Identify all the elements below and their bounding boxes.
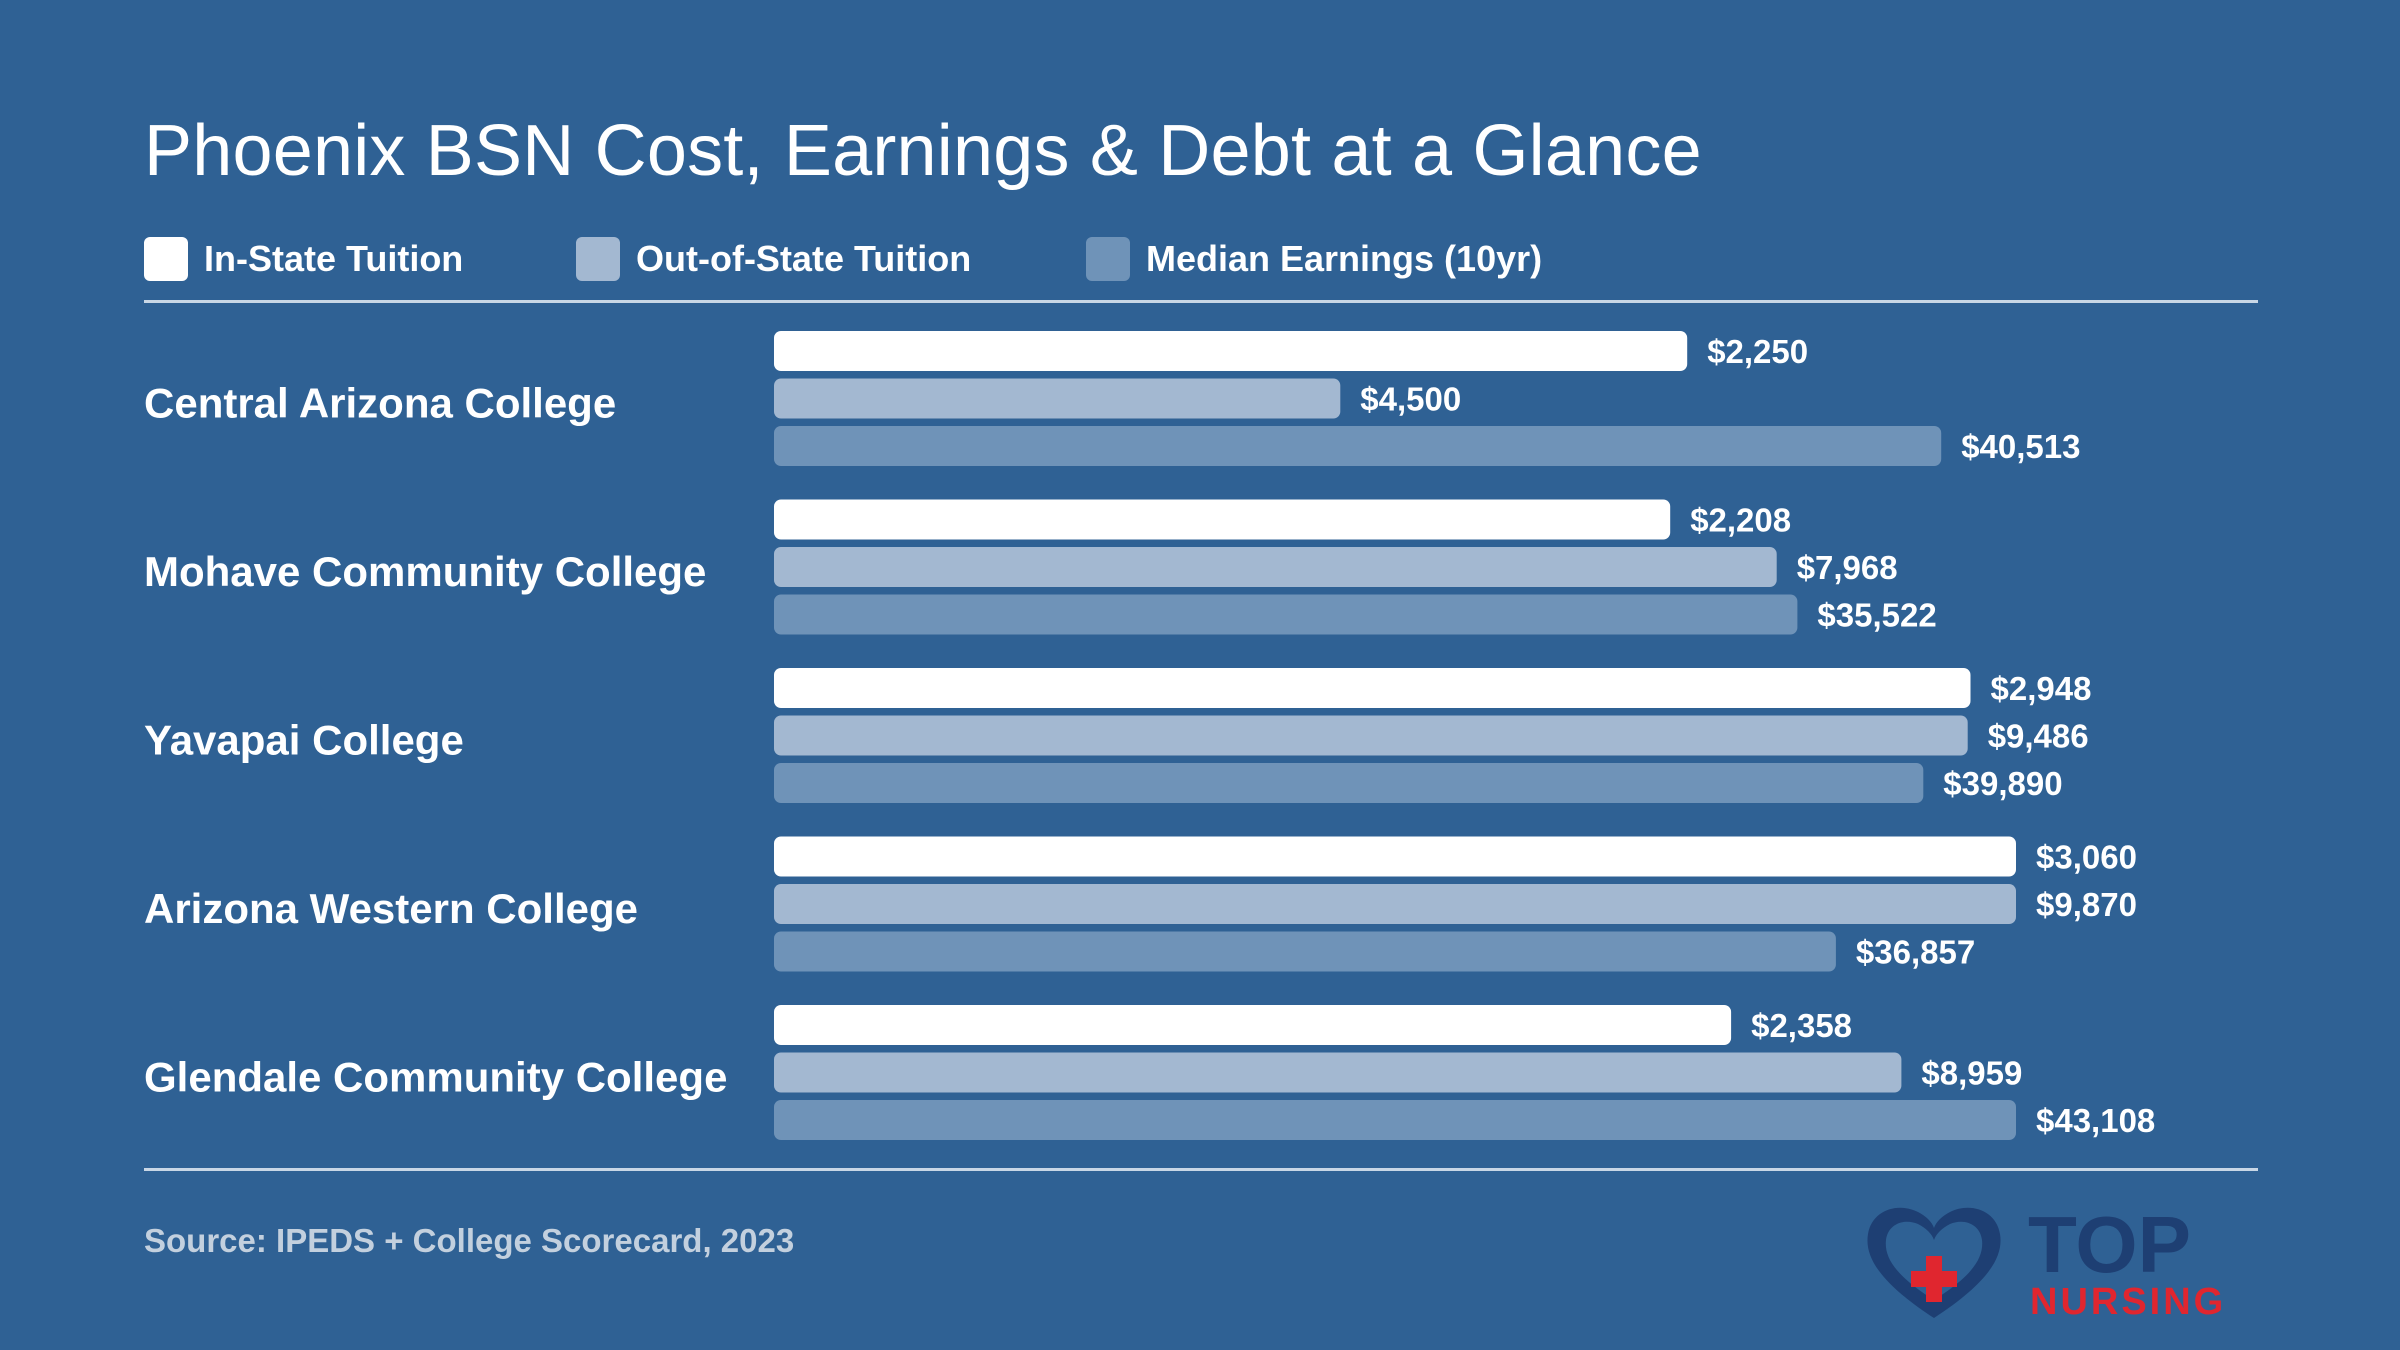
bar-central-arizona-college-out-of-state-tuition [774, 378, 1341, 419]
legend-item-in-state: In-State Tuition [144, 234, 463, 284]
category-label-yavapai-college: Yavapai College [144, 716, 464, 763]
value-label-glendale-community-college-in-state-tuition: $2,358 [1751, 1007, 1852, 1044]
bar-mohave-community-college-out-of-state-tuition [774, 547, 1777, 587]
chart-title: Phoenix BSN Cost, Earnings & Debt at a G… [144, 111, 1702, 191]
legend-item-median-earnings: Median Earnings (10yr) [1086, 234, 1542, 284]
logo-text-bottom: NURSING [2030, 1281, 2226, 1320]
legend-swatch-median-earnings [1086, 237, 1130, 281]
value-label-yavapai-college-out-of-state-tuition: $9,486 [1988, 718, 2089, 755]
category-label-mohave-community-college: Mohave Community College [144, 548, 706, 595]
value-label-yavapai-college-in-state-tuition: $2,948 [1991, 670, 2092, 707]
legend-swatch-out-of-state [576, 237, 620, 281]
bar-arizona-western-college-out-of-state-tuition [774, 884, 2016, 924]
value-label-mohave-community-college-in-state-tuition: $2,208 [1690, 502, 1791, 539]
value-label-arizona-western-college-in-state-tuition: $3,060 [2036, 839, 2137, 876]
bar-mohave-community-college-in-state-tuition [774, 499, 1671, 540]
logo-text-top: TOP [2028, 1200, 2191, 1289]
value-label-central-arizona-college-median-earnings-10yr: $40,513 [1961, 428, 2080, 465]
bar-central-arizona-college-median-earnings-10yr [774, 426, 1942, 466]
legend: In-State Tuition Out-of-State Tuition Me… [144, 234, 1844, 284]
bar-mohave-community-college-median-earnings-10yr [774, 594, 1798, 635]
value-label-central-arizona-college-out-of-state-tuition: $4,500 [1360, 381, 1461, 418]
category-label-central-arizona-college: Central Arizona College [144, 379, 616, 426]
legend-swatch-in-state [144, 237, 188, 281]
value-label-arizona-western-college-median-earnings-10yr: $36,857 [1856, 934, 1975, 971]
plus-icon [1911, 1256, 1957, 1302]
bar-glendale-community-college-median-earnings-10yr [774, 1100, 2016, 1140]
value-label-arizona-western-college-out-of-state-tuition: $9,870 [2036, 886, 2137, 923]
value-label-yavapai-college-median-earnings-10yr: $39,890 [1943, 765, 2062, 802]
bar-yavapai-college-in-state-tuition [774, 668, 1971, 708]
legend-label-in-state: In-State Tuition [204, 238, 464, 279]
value-label-central-arizona-college-in-state-tuition: $2,250 [1707, 333, 1808, 370]
value-label-mohave-community-college-out-of-state-tuition: $7,968 [1797, 549, 1898, 586]
bar-yavapai-college-out-of-state-tuition [774, 715, 1968, 756]
legend-label-out-of-state: Out-of-State Tuition [636, 238, 972, 279]
category-label-glendale-community-college: Glendale Community College [144, 1053, 727, 1100]
bar-glendale-community-college-in-state-tuition [774, 1005, 1732, 1045]
legend-label-median-earnings: Median Earnings (10yr) [1146, 238, 1543, 279]
category-label-arizona-western-college: Arizona Western College [144, 885, 638, 932]
bar-yavapai-college-median-earnings-10yr [774, 763, 1924, 803]
bottom-divider [144, 1168, 2258, 1171]
value-label-mohave-community-college-median-earnings-10yr: $35,522 [1817, 597, 1936, 634]
bar-glendale-community-college-out-of-state-tuition [774, 1052, 1902, 1093]
bar-arizona-western-college-in-state-tuition [774, 836, 2016, 877]
legend-item-out-of-state: Out-of-State Tuition [576, 234, 971, 284]
source-note: Source: IPEDS + College Scorecard, 2023 [144, 1222, 795, 1259]
value-label-glendale-community-college-median-earnings-10yr: $43,108 [2036, 1102, 2155, 1139]
bar-chart: Central Arizona College $2,250 $4,500 $40,5… [144, 331, 2155, 1140]
top-divider [144, 300, 2258, 303]
bar-central-arizona-college-in-state-tuition [774, 331, 1688, 371]
value-label-glendale-community-college-out-of-state-tuition: $8,959 [1921, 1055, 2022, 1092]
top-nursing-logo: TOP NURSING [1867, 1200, 2226, 1320]
bar-arizona-western-college-median-earnings-10yr [774, 931, 1836, 972]
